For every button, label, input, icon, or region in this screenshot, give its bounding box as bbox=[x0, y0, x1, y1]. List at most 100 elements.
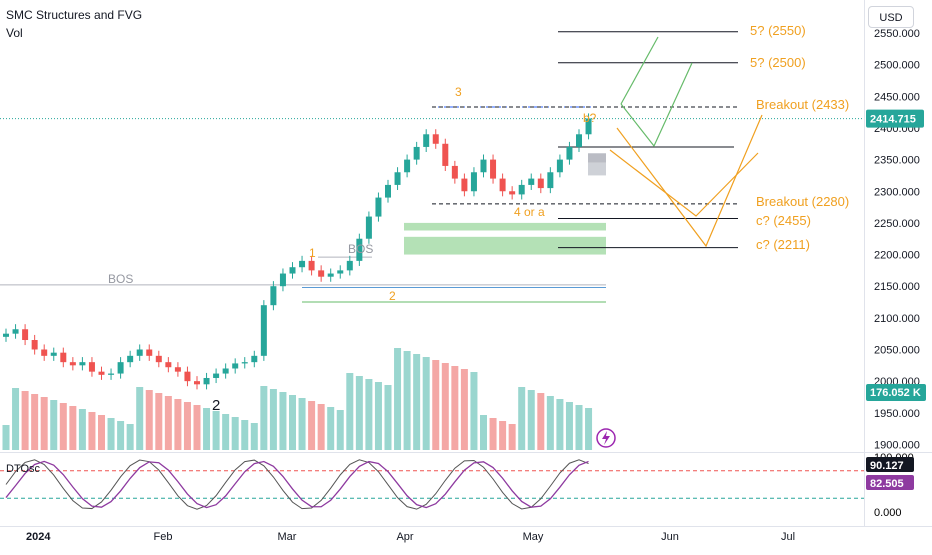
currency-button[interactable]: USD bbox=[868, 6, 914, 28]
candle-body[interactable] bbox=[518, 184, 525, 195]
candle-body[interactable] bbox=[299, 260, 306, 268]
candle-body[interactable] bbox=[241, 362, 248, 364]
volume-value-label: 176.052 K bbox=[870, 387, 921, 399]
candle-body[interactable] bbox=[556, 159, 563, 173]
candle-body[interactable] bbox=[117, 362, 124, 374]
volume-bar bbox=[565, 402, 573, 450]
candle-body[interactable] bbox=[165, 362, 172, 368]
candle-body[interactable] bbox=[327, 273, 334, 277]
volume-bar bbox=[145, 390, 153, 450]
candle-body[interactable] bbox=[537, 178, 544, 189]
price-axis-tick: 1950.000 bbox=[874, 408, 920, 420]
volume-bar bbox=[50, 400, 58, 450]
candle-body[interactable] bbox=[470, 172, 477, 192]
candle-body[interactable] bbox=[413, 146, 420, 160]
indicator-title[interactable]: SMC Structures and FVG bbox=[6, 8, 143, 22]
candle-body[interactable] bbox=[222, 368, 229, 374]
volume-bar bbox=[422, 357, 430, 450]
volume-bar bbox=[107, 418, 115, 450]
candle-body[interactable] bbox=[451, 165, 458, 179]
oscillator-title[interactable]: DTOsc bbox=[6, 463, 41, 475]
fvg-zone[interactable] bbox=[404, 222, 606, 231]
volume-bar bbox=[480, 415, 487, 450]
candle-body[interactable] bbox=[356, 238, 363, 261]
candle-body[interactable] bbox=[490, 159, 497, 179]
osc-value-badge-1 bbox=[866, 457, 914, 472]
candle-body[interactable] bbox=[547, 172, 554, 189]
candle-body[interactable] bbox=[12, 329, 19, 334]
projection-path-d[interactable] bbox=[620, 62, 693, 148]
candle-body[interactable] bbox=[566, 146, 573, 160]
price-axis-tick: 2350.000 bbox=[874, 155, 920, 167]
volume-bar bbox=[317, 404, 325, 450]
candle-body[interactable] bbox=[346, 260, 353, 271]
candle-body[interactable] bbox=[499, 178, 506, 192]
time-axis-label: 2024 bbox=[26, 531, 51, 543]
candle-body[interactable] bbox=[136, 349, 143, 356]
candle-body[interactable] bbox=[308, 260, 315, 271]
candle-body[interactable] bbox=[423, 134, 430, 147]
projection-path-a[interactable] bbox=[616, 114, 763, 248]
volume-bar bbox=[298, 398, 306, 450]
candle-body[interactable] bbox=[50, 352, 57, 356]
candle-body[interactable] bbox=[260, 305, 267, 356]
candle-body[interactable] bbox=[576, 134, 582, 147]
candle-body[interactable] bbox=[108, 373, 115, 375]
structure-label: b? bbox=[583, 111, 597, 125]
candle-body[interactable] bbox=[251, 355, 258, 363]
volume-bar bbox=[374, 382, 382, 450]
candle-body[interactable] bbox=[146, 349, 153, 356]
time-axis-label: Feb bbox=[154, 531, 173, 543]
candle-body[interactable] bbox=[184, 371, 191, 382]
candle-body[interactable] bbox=[480, 159, 487, 173]
volume-bar bbox=[69, 406, 77, 450]
order-block-zone[interactable] bbox=[588, 162, 606, 176]
candle-body[interactable] bbox=[174, 367, 181, 372]
candle-body[interactable] bbox=[194, 381, 200, 385]
volume-bar bbox=[327, 407, 335, 450]
candle-body[interactable] bbox=[404, 159, 411, 173]
candle-body[interactable] bbox=[394, 172, 401, 185]
candle-body[interactable] bbox=[31, 340, 38, 350]
candle-body[interactable] bbox=[79, 362, 86, 366]
candle-body[interactable] bbox=[365, 216, 372, 239]
candle-body[interactable] bbox=[270, 286, 277, 306]
candle-body[interactable] bbox=[337, 270, 344, 274]
candle-body[interactable] bbox=[442, 143, 449, 166]
volume-bar bbox=[126, 424, 134, 450]
candle-body[interactable] bbox=[375, 197, 382, 217]
order-block-zone[interactable] bbox=[588, 153, 606, 163]
target-label: Breakout (2280) bbox=[756, 194, 849, 209]
candle-body[interactable] bbox=[232, 363, 239, 369]
candle-body[interactable] bbox=[318, 270, 325, 277]
candle-body[interactable] bbox=[385, 184, 391, 198]
candle-body[interactable] bbox=[289, 267, 296, 274]
fvg-zone[interactable] bbox=[404, 236, 606, 255]
candle-body[interactable] bbox=[585, 118, 592, 135]
candle-body[interactable] bbox=[98, 371, 105, 375]
candle-body[interactable] bbox=[60, 352, 67, 363]
candle-body[interactable] bbox=[509, 191, 516, 195]
volume-bar bbox=[432, 360, 440, 450]
candle-body[interactable] bbox=[203, 377, 210, 385]
structure-label: BOS bbox=[348, 242, 373, 256]
projection-path-b[interactable] bbox=[609, 149, 759, 217]
candle-body[interactable] bbox=[127, 355, 134, 363]
candle-body[interactable] bbox=[279, 273, 286, 287]
projection-path-c[interactable] bbox=[620, 36, 659, 105]
candle-body[interactable] bbox=[528, 178, 535, 185]
volume-bar bbox=[136, 387, 144, 450]
volume-title[interactable]: Vol bbox=[6, 26, 23, 40]
candle-body[interactable] bbox=[41, 349, 48, 356]
candle-body[interactable] bbox=[155, 355, 162, 363]
candle-body[interactable] bbox=[88, 362, 95, 372]
candle-body[interactable] bbox=[432, 134, 439, 144]
candle-body[interactable] bbox=[3, 333, 9, 337]
candle-body[interactable] bbox=[69, 362, 76, 366]
volume-bar bbox=[489, 418, 497, 450]
candle-body[interactable] bbox=[213, 373, 220, 378]
candle-body[interactable] bbox=[461, 178, 468, 192]
candle-body[interactable] bbox=[22, 329, 29, 341]
